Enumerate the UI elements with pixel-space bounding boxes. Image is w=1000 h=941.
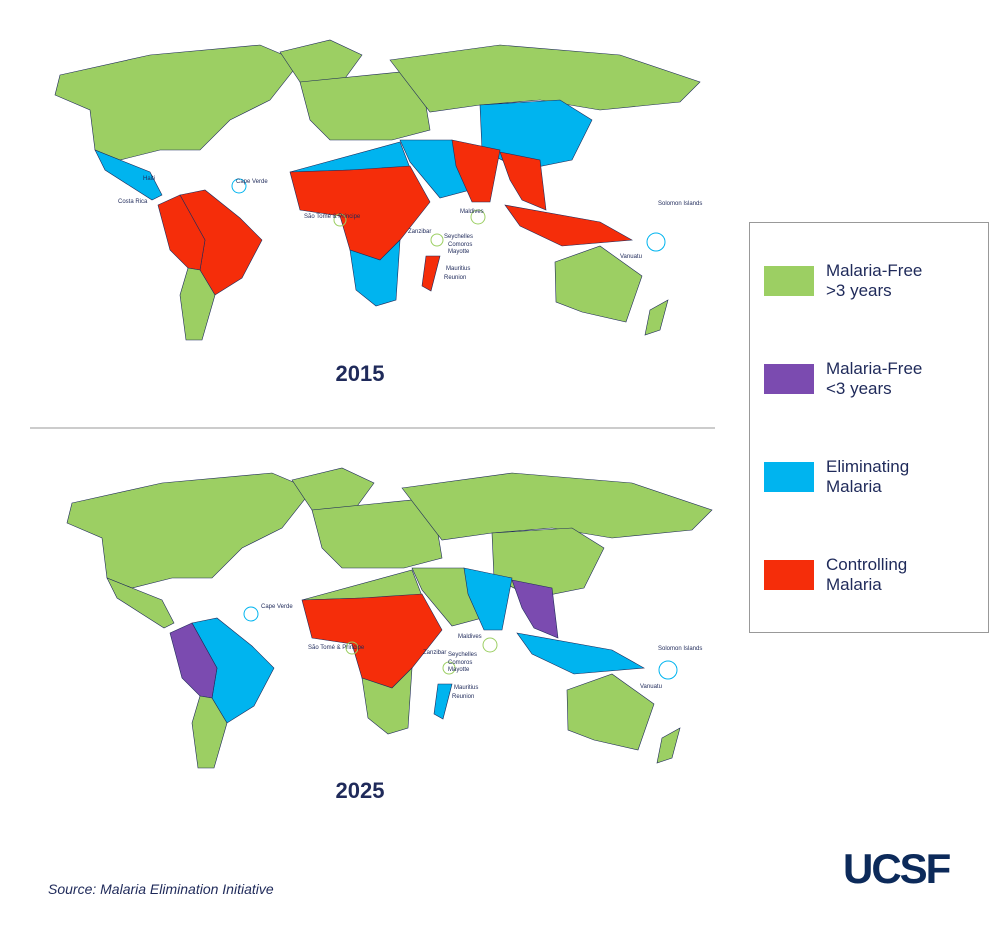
island-circle: [345, 641, 359, 655]
middle-east: [411, 567, 483, 627]
north-asia: [401, 472, 713, 541]
place-label: Vanuatu: [640, 684, 662, 690]
place-label: Zanzibar: [408, 229, 431, 235]
madagascar: [421, 255, 441, 292]
place-label: Reunion: [444, 275, 466, 281]
island-circle: [658, 660, 678, 680]
place-label: Vanuatu: [620, 254, 642, 260]
year-label: 2015: [336, 361, 385, 386]
place-label: Zanzibar: [423, 650, 446, 656]
north-america: [54, 44, 301, 161]
year-label: 2025: [336, 778, 385, 803]
india: [451, 139, 501, 203]
legend: Malaria-Free >3 years Malaria-Free <3 yea…: [749, 222, 989, 633]
place-label: Solomon Islands: [658, 646, 702, 652]
island-circle: [430, 233, 444, 247]
island-circle: [482, 637, 498, 653]
middle-east: [399, 139, 471, 199]
south-america-south: [191, 695, 228, 769]
north-america: [66, 472, 313, 589]
place-label: Comoros: [448, 660, 472, 666]
legend-swatch: [764, 364, 814, 394]
island-circle: [231, 178, 247, 194]
central-america: [94, 149, 163, 201]
place-label: Mauritius: [454, 685, 478, 691]
new-zealand: [656, 727, 681, 764]
central-africa: [301, 593, 443, 689]
island-circle: [470, 209, 486, 225]
legend-item: Controlling Malaria: [764, 555, 946, 595]
central-africa: [289, 165, 431, 261]
place-label: São Tomé & Príncipe: [308, 645, 365, 651]
legend-label: Controlling Malaria: [826, 555, 908, 594]
place-label: Mauritius: [446, 266, 470, 272]
island-circle: [333, 213, 347, 227]
logo: UCSF: [843, 845, 951, 892]
place-label: Maldives: [460, 209, 484, 215]
legend-swatch: [764, 266, 814, 296]
legend-label: Malaria-Free >3 years: [826, 261, 923, 300]
place-label: Mayotte: [448, 667, 470, 673]
legend-swatch: [764, 560, 814, 590]
central-america: [106, 577, 175, 629]
place-label: Cape Verde: [261, 604, 293, 610]
place-label: Reunion: [452, 694, 474, 700]
southern-africa: [361, 667, 413, 735]
legend-item: Eliminating Malaria: [764, 457, 946, 497]
indonesia: [504, 204, 633, 247]
indonesia: [516, 632, 645, 675]
india: [463, 567, 513, 631]
island-circle: [243, 606, 259, 622]
maps: Haiti Costa Rica Cape Verde São Tomé & Prín…: [30, 39, 715, 803]
place-label: Costa Rica: [118, 199, 148, 205]
north-asia: [389, 44, 701, 113]
australia: [554, 245, 643, 323]
source: Source: Malaria Elimination Initiative: [48, 881, 274, 897]
legend-label: Malaria-Free <3 years: [826, 359, 923, 398]
island-circle: [646, 232, 666, 252]
legend-item: Malaria-Free <3 years: [764, 359, 946, 399]
place-label: Mayotte: [448, 249, 470, 255]
place-label: São Tomé & Príncipe: [304, 214, 361, 220]
madagascar: [433, 683, 453, 720]
legend-swatch: [764, 462, 814, 492]
place-label: Maldives: [458, 634, 482, 640]
legend-item: Malaria-Free >3 years: [764, 261, 946, 301]
legend-label: Eliminating Malaria: [826, 457, 910, 496]
place-label: Haiti: [143, 176, 155, 182]
new-zealand: [644, 299, 669, 336]
place-label: Cape Verde: [236, 179, 268, 185]
island-circle: [442, 661, 456, 675]
southeast-asia: [499, 151, 547, 211]
australia: [566, 673, 655, 751]
place-label: Comoros: [448, 242, 472, 248]
place-label: Seychelles: [444, 234, 473, 240]
south-america-south: [179, 267, 216, 341]
place-label: Seychelles: [448, 652, 477, 658]
place-label: Solomon Islands: [658, 201, 702, 207]
southeast-asia: [511, 579, 559, 639]
southern-africa: [349, 239, 401, 307]
